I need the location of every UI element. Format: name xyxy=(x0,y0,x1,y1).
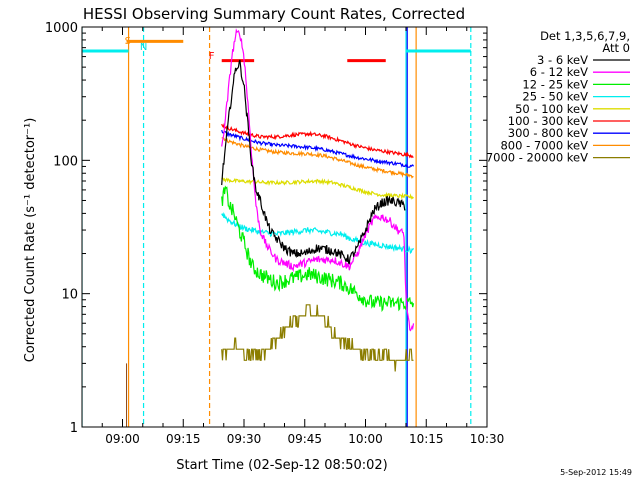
x-axis-label: Start Time (02-Sep-12 08:50:02) xyxy=(176,458,387,473)
plot-frame xyxy=(81,26,488,428)
x-tick-label: 09:15 xyxy=(166,432,201,446)
plot-clip-group xyxy=(82,27,472,427)
annotation-n: N xyxy=(140,42,147,53)
x-tick-label: 09:45 xyxy=(287,432,322,446)
series-3-6keV-line xyxy=(221,59,406,265)
axes: 09:00 09:15 09:30 09:45 10:00 10:15 10:30 1 10 10… xyxy=(45,21,504,446)
footer-timestamp: 5-Sep-2012 15:49 xyxy=(560,468,632,477)
x-tick-label: 09:30 xyxy=(227,432,262,446)
y-tick-label: 1000 xyxy=(45,21,78,36)
y-tick-label: 10 xyxy=(61,288,78,303)
series-25-50keV-line xyxy=(221,212,415,254)
annotation-f: F xyxy=(209,51,215,62)
legend-label: 800 - 7000 keV xyxy=(500,138,588,152)
annotation-s: S xyxy=(125,36,131,47)
x-tick-label: 10:15 xyxy=(409,432,444,446)
legend-label: 3 - 6 keV xyxy=(537,53,588,67)
legend-label: 12 - 25 keV xyxy=(522,77,588,91)
y-tick-label: 100 xyxy=(53,154,78,169)
legend-label: 7000 - 20000 keV xyxy=(486,151,588,165)
y-axis-label-text: Corrected Count Rate (s⁻¹ detector⁻¹) xyxy=(23,118,38,363)
legend-label: 100 - 300 keV xyxy=(508,114,588,128)
series-12-25keV-line xyxy=(221,185,415,313)
plot-area: SN F xyxy=(82,27,472,427)
series-800-7000keV-line xyxy=(221,137,414,179)
legend-label: 50 - 100 keV xyxy=(515,102,588,116)
legend-header-line-2: Att 0 xyxy=(602,41,630,55)
legend-label: 6 - 12 keV xyxy=(530,65,588,79)
x-tick-label: 10:00 xyxy=(348,432,383,446)
legend-header-line-1: Det 1,3,5,6,7,9, xyxy=(540,29,630,43)
series-7000-20000keV-line xyxy=(221,304,414,372)
y-tick-label: 1 xyxy=(70,421,78,436)
y-axis-label: Corrected Count Rate (s⁻¹ detector⁻¹) xyxy=(23,118,38,363)
x-tick-label: 09:00 xyxy=(105,432,140,446)
chart-title: HESSI Observing Summary Count Rates, Cor… xyxy=(83,5,465,23)
series-50-100keV-line xyxy=(221,176,414,201)
series-300-800keV-line xyxy=(221,129,415,168)
x-tick-label: 10:30 xyxy=(470,432,505,446)
legend-label: 25 - 50 keV xyxy=(522,90,588,104)
series-100-300keV-line xyxy=(221,123,414,159)
legend-label: 300 - 800 keV xyxy=(508,126,588,140)
